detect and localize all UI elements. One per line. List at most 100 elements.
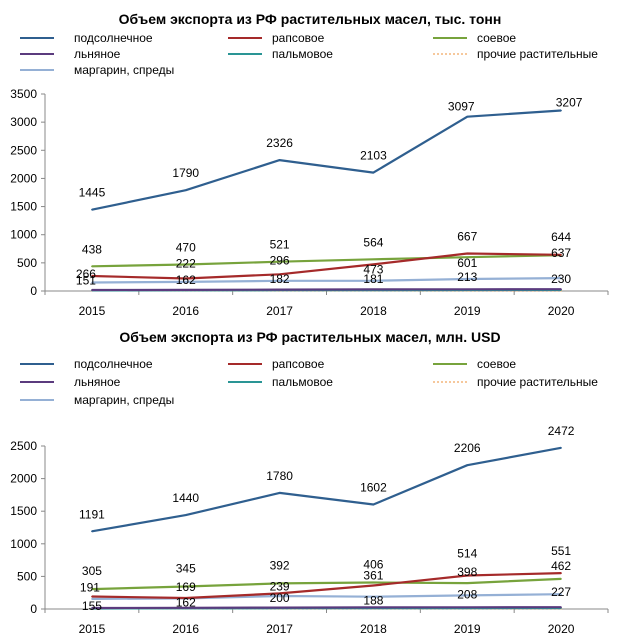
data-point-подсолнечное	[91, 208, 93, 211]
data-label-соевое: 462	[551, 559, 571, 573]
data-label-соевое: 564	[363, 235, 383, 249]
data-label-маргарин-спреды: 155	[82, 599, 102, 613]
series-line-соевое	[91, 254, 562, 268]
data-label-рапсовое: 644	[551, 230, 571, 244]
data-point-соевое	[466, 256, 469, 258]
data-label-маргарин-спреды: 213	[457, 270, 477, 284]
data-label-подсолнечное: 1445	[79, 186, 106, 200]
data-point-маргарин-спреды	[184, 281, 187, 283]
data-label-подсолнечное: 2103	[360, 149, 387, 163]
legend-label: соевое	[477, 357, 516, 371]
data-point-льняное	[466, 288, 469, 291]
data-label-рапсовое: 222	[176, 257, 196, 271]
series-line-льняное	[91, 606, 562, 610]
data-point-льняное	[184, 607, 187, 609]
data-label-рапсовое: 191	[80, 581, 100, 595]
x-tick-label: 2018	[360, 304, 387, 318]
legend-item-соевое: соевое	[433, 357, 516, 371]
data-point-соевое	[466, 582, 469, 584]
chart-title: Объем экспорта из РФ растительных масел,…	[119, 329, 500, 345]
data-label-рапсовое: 169	[176, 580, 196, 594]
data-point-подсолнечное	[560, 109, 562, 112]
y-tick-label: 2500	[10, 143, 37, 157]
data-label-соевое: 398	[457, 565, 477, 579]
legend-label: подсолнечное	[74, 357, 153, 371]
legend-item-маргарин-спреды: маргарин, спреды	[20, 393, 174, 407]
data-label-подсолнечное: 2206	[454, 441, 481, 455]
legend-label: рапсовое	[272, 31, 325, 45]
data-label-подсолнечное: 1602	[360, 481, 387, 495]
data-point-подсолнечное	[372, 503, 375, 506]
data-point-льняное	[278, 288, 281, 291]
legend-label: прочие растительные	[477, 47, 598, 61]
data-label-соевое: 392	[270, 558, 290, 572]
data-point-подсолнечное	[466, 115, 469, 118]
y-tick-label: 1000	[10, 537, 37, 551]
data-point-маргарин-спреды	[278, 279, 281, 282]
data-point-подсолнечное	[278, 492, 281, 494]
legend-label: соевое	[477, 31, 516, 45]
y-tick-label: 1500	[10, 504, 37, 518]
data-label-рапсовое: 296	[270, 253, 290, 267]
legend-label: рапсовое	[272, 357, 325, 371]
data-label-подсолнечное: 2326	[266, 136, 293, 150]
legend-item-льняное: льняное	[20, 375, 121, 389]
data-label-маргарин-спреды: 200	[270, 591, 290, 605]
data-point-рапсовое	[466, 252, 469, 255]
data-point-рапсовое	[466, 574, 469, 577]
x-tick-label: 2015	[79, 622, 106, 636]
data-point-подсолнечное	[184, 514, 187, 516]
data-label-маргарин-спреды: 162	[176, 273, 196, 287]
data-label-рапсовое: 239	[270, 579, 290, 593]
data-point-подсолнечное	[466, 464, 469, 466]
data-point-соевое	[372, 258, 375, 261]
data-point-рапсовое	[91, 595, 93, 598]
series-line-соевое	[91, 577, 562, 591]
data-label-рапсовое: 473	[363, 262, 383, 276]
data-label-рапсовое: 667	[457, 229, 477, 243]
data-label-соевое: 470	[176, 241, 196, 255]
x-tick-label: 2020	[548, 304, 575, 318]
data-label-подсолнечное: 1780	[266, 469, 293, 483]
data-point-маргарин-спреды	[91, 598, 93, 600]
data-point-маргарин-спреды	[91, 281, 93, 284]
legend-label: маргарин, спреды	[74, 63, 174, 77]
y-tick-label: 2000	[10, 472, 37, 486]
data-label-рапсовое: 361	[363, 568, 383, 582]
data-label-соевое: 438	[82, 242, 102, 256]
data-point-соевое	[278, 260, 281, 263]
y-tick-label: 500	[17, 569, 37, 583]
data-point-маргарин-спреды	[372, 280, 375, 282]
data-point-рапсовое	[372, 584, 375, 587]
legend-item-пальмовое: пальмовое	[228, 375, 333, 389]
x-tick-label: 2016	[172, 304, 199, 318]
legend-label: льняное	[74, 375, 121, 389]
y-tick-label: 2000	[10, 171, 37, 185]
legend-label: маргарин, спреды	[74, 393, 174, 407]
x-tick-label: 2017	[266, 304, 293, 318]
data-label-рапсовое: 551	[551, 544, 571, 558]
series-line-рапсовое	[91, 572, 562, 600]
y-tick-label: 2500	[10, 439, 37, 453]
y-tick-label: 0	[30, 602, 37, 616]
data-point-соевое	[560, 578, 562, 580]
data-label-соевое: 521	[270, 238, 290, 252]
data-point-соевое	[91, 588, 93, 590]
data-point-льняное	[372, 606, 375, 609]
legend-item-подсолнечное: подсолнечное	[20, 31, 153, 45]
data-label-подсолнечное: 1440	[172, 491, 199, 505]
y-tick-label: 1000	[10, 228, 37, 242]
data-label-маргарин-спреды: 181	[363, 272, 383, 286]
x-tick-label: 2015	[79, 304, 106, 318]
data-point-маргарин-спреды	[372, 595, 375, 598]
data-label-соевое: 345	[176, 562, 196, 576]
data-label-подсолнечное: 1191	[79, 507, 105, 521]
data-label-подсолнечное: 2472	[548, 424, 575, 438]
series-line-маргарин-спреды	[91, 277, 562, 284]
y-tick-label: 500	[17, 256, 37, 270]
data-point-маргарин-спреды	[278, 595, 281, 597]
data-point-подсолнечное	[91, 530, 93, 533]
data-point-льняное	[278, 606, 281, 609]
data-label-маргарин-спреды: 162	[176, 595, 196, 609]
